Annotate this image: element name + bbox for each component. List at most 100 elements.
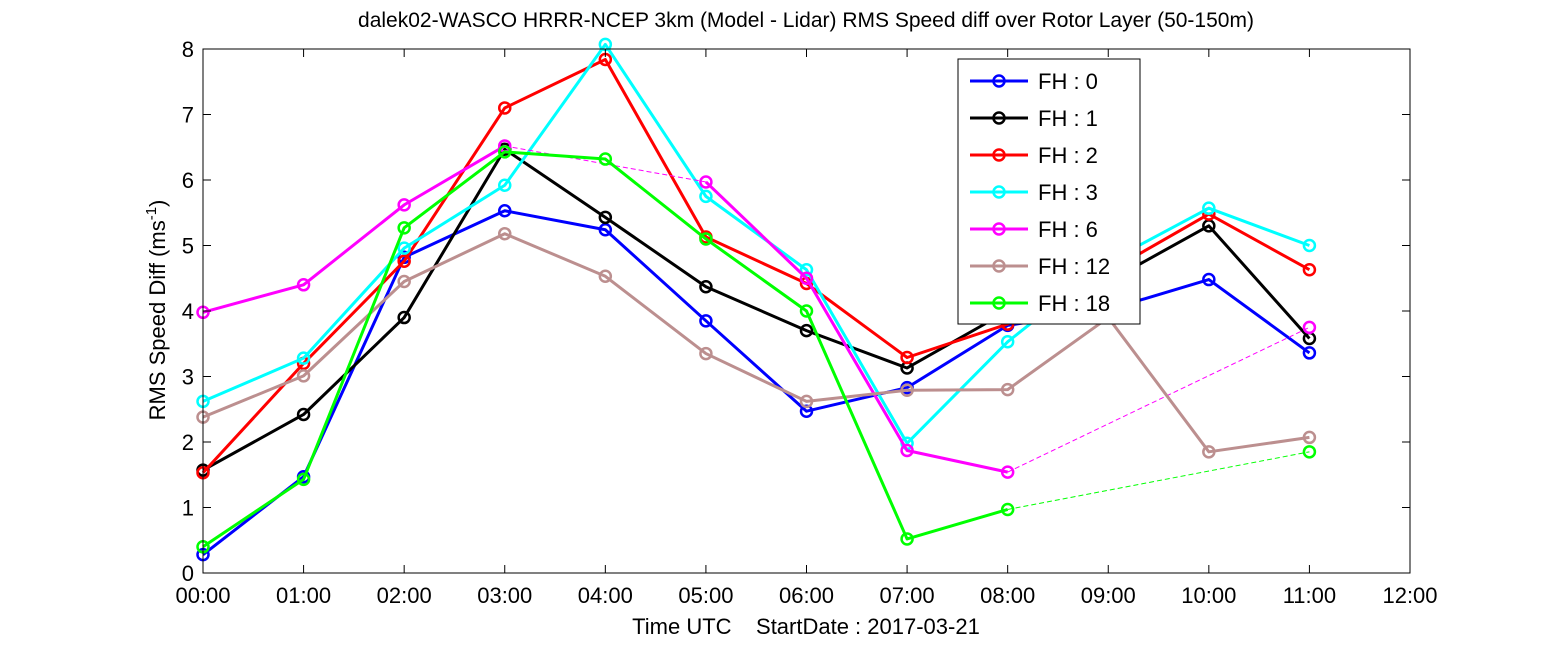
y-tick-label: 6 — [182, 168, 194, 193]
data-point — [1202, 272, 1216, 287]
data-point — [1000, 382, 1015, 397]
data-point — [799, 271, 814, 285]
data-point — [1000, 465, 1015, 479]
data-point — [699, 189, 713, 204]
data-point — [699, 314, 713, 328]
series-line — [202, 232, 1310, 454]
data-point — [598, 269, 613, 284]
y-tick-label: 4 — [182, 299, 194, 324]
legend-label: FH : 1 — [1038, 106, 1098, 131]
legend-entry: FH : 6 — [970, 217, 1098, 242]
y-tick-label: 2 — [182, 430, 194, 455]
y-tick-label: 1 — [182, 496, 194, 521]
data-point — [900, 443, 914, 458]
series-4 — [196, 139, 1317, 479]
legend-swatch-marker — [992, 296, 1006, 310]
data-point — [397, 198, 411, 212]
legend-swatch-marker — [992, 148, 1006, 162]
x-tick-label: 00:00 — [175, 583, 230, 608]
data-point — [498, 101, 512, 115]
data-point — [1302, 430, 1317, 445]
data-point — [1000, 502, 1015, 517]
x-tick-label: 11:00 — [1283, 583, 1336, 608]
data-point — [498, 204, 512, 218]
x-tick-label: 12:00 — [1382, 583, 1437, 608]
data-point — [799, 323, 814, 338]
legend-entry: FH : 2 — [970, 143, 1098, 168]
data-point — [699, 346, 713, 361]
data-point — [1302, 445, 1317, 459]
legend-entry: FH : 18 — [970, 291, 1110, 316]
data-point — [799, 262, 814, 277]
x-tick-label: 01:00 — [276, 583, 331, 608]
data-point — [296, 407, 311, 422]
legend-label: FH : 6 — [1038, 217, 1098, 242]
data-point — [900, 350, 914, 365]
data-point — [699, 232, 713, 246]
data-point — [296, 351, 311, 365]
y-axis-label: RMS Speed Diff (ms-1) — [143, 200, 170, 421]
legend-swatch-marker — [992, 74, 1006, 88]
y-tick-label: 5 — [182, 234, 194, 259]
legend-entry: FH : 1 — [970, 106, 1098, 131]
legend-swatch-marker — [992, 222, 1006, 236]
legend-label: FH : 12 — [1038, 254, 1110, 279]
legend-swatch-marker — [992, 259, 1006, 273]
data-point — [1302, 346, 1317, 360]
x-axis-label: Time UTC StartDate : 2017-03-21 — [632, 614, 980, 639]
series-gap-line — [504, 145, 707, 183]
series-gap-line — [1007, 451, 1310, 510]
data-point — [397, 241, 411, 255]
data-point — [397, 221, 411, 235]
legend-label: FH : 18 — [1038, 291, 1110, 316]
x-tick-label: 06:00 — [779, 583, 834, 608]
x-tick-label: 08:00 — [980, 583, 1035, 608]
y-tick-label: 7 — [182, 103, 194, 128]
data-point — [1000, 335, 1015, 349]
data-point — [799, 394, 814, 409]
data-point — [1202, 445, 1216, 459]
data-point — [598, 210, 613, 225]
y-tick-label: 0 — [182, 561, 194, 586]
data-point — [498, 178, 512, 192]
x-tick-label: 05:00 — [678, 583, 733, 608]
data-point — [397, 274, 411, 289]
legend-label: FH : 2 — [1038, 143, 1098, 168]
data-point — [598, 223, 613, 237]
data-point — [397, 310, 411, 325]
series-line — [202, 144, 506, 314]
data-point — [900, 532, 914, 546]
data-point — [699, 175, 713, 189]
x-tick-label: 09:00 — [1081, 583, 1136, 608]
x-tick-label: 07:00 — [880, 583, 935, 608]
legend-swatch-marker — [992, 111, 1006, 125]
legend-entry: FH : 12 — [970, 254, 1110, 279]
legend-swatch-marker — [992, 185, 1006, 199]
data-point — [296, 369, 311, 383]
x-tick-label: 02:00 — [377, 583, 432, 608]
data-point — [699, 280, 713, 294]
y-tick-label: 3 — [182, 365, 194, 390]
data-point — [1202, 201, 1216, 215]
data-point — [296, 472, 311, 487]
data-point — [498, 145, 512, 159]
data-point — [397, 254, 411, 268]
x-tick-label: 10:00 — [1181, 583, 1236, 608]
series-5 — [196, 226, 1317, 459]
data-point — [900, 383, 914, 398]
legend-label: FH : 0 — [1038, 69, 1098, 94]
y-tick-label: 8 — [182, 37, 194, 62]
data-point — [498, 226, 512, 241]
series-line — [704, 180, 1008, 474]
data-point — [1302, 262, 1317, 277]
x-tick-label: 03:00 — [477, 583, 532, 608]
data-point — [1302, 238, 1317, 253]
data-point — [1302, 320, 1317, 335]
chart-title: dalek02-WASCO HRRR-NCEP 3km (Model - Lid… — [358, 9, 1254, 32]
data-point — [296, 278, 311, 292]
data-point — [598, 152, 613, 166]
series-line — [202, 150, 1009, 549]
legend-label: FH : 3 — [1038, 180, 1098, 205]
legend-entry: FH : 3 — [970, 180, 1098, 205]
